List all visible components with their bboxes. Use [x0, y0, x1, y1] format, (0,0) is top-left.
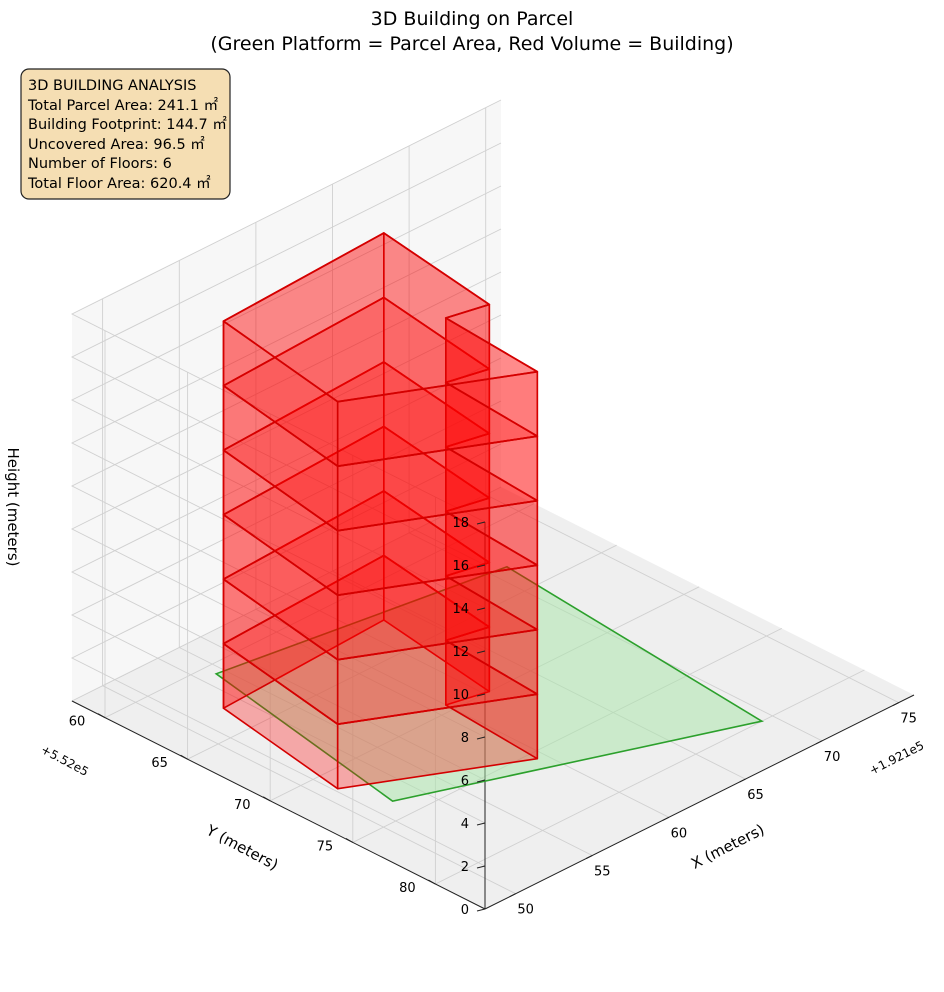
- info-building-footprint: Building Footprint: 144.7 ㎡: [28, 116, 227, 133]
- z-axis-label: Height (meters): [4, 448, 22, 567]
- z-tick-mark: [476, 564, 486, 568]
- z-tick-mark: [476, 822, 486, 826]
- y-tick-mark: [428, 879, 436, 885]
- chart-title: 3D Building on Parcel: [371, 8, 574, 30]
- z-tick-label: 0: [461, 903, 469, 918]
- building-floor: [222, 296, 539, 532]
- building-floor: [222, 490, 539, 726]
- y-tick-mark: [97, 713, 106, 719]
- building-volume: [222, 232, 539, 790]
- y-axis-line: [71, 700, 486, 910]
- y-tick-label: 70: [234, 798, 251, 813]
- z-tick-label: 16: [452, 559, 469, 574]
- x-tick-label: 70: [824, 750, 841, 765]
- info-box-heading: 3D BUILDING ANALYSIS: [28, 78, 196, 94]
- x-tick-mark: [586, 855, 593, 859]
- z-grid-line: [70, 142, 502, 566]
- z-tick-mark: [476, 650, 486, 654]
- x-tick-mark: [739, 778, 746, 783]
- z-tick-mark: [476, 736, 486, 740]
- z-tick-label: 12: [452, 645, 469, 660]
- x-axis-label: X (meters): [688, 820, 767, 872]
- info-parcel-area: Total Parcel Area: 241.1 ㎡: [27, 97, 219, 114]
- info-number-of-floors: Number of Floors: 6: [28, 156, 172, 172]
- building-floor: [222, 554, 539, 790]
- x-tick-mark: [892, 702, 899, 707]
- z-tick-label: 14: [452, 602, 469, 617]
- z-tick-mark: [476, 693, 486, 697]
- y-tick-label: 60: [69, 715, 86, 730]
- z-grid-line: [70, 228, 502, 652]
- y-axis-offset: +5.52e5: [39, 742, 91, 779]
- z-tick-mark: [476, 908, 486, 912]
- z-grid-line: [70, 185, 502, 609]
- chart-subtitle: (Green Platform = Parcel Area, Red Volum…: [210, 33, 733, 55]
- info-box: 3D BUILDING ANALYSIS Total Parcel Area: …: [20, 68, 231, 200]
- x-tick-mark: [815, 740, 823, 745]
- z-tick-label: 6: [461, 774, 469, 789]
- z-tick-label: 2: [461, 860, 469, 875]
- x-axis-line: [484, 694, 915, 910]
- info-box-background: [20, 68, 231, 200]
- z-tick-mark: [476, 779, 486, 783]
- x-tick-label: 55: [594, 865, 611, 880]
- building-floor-slab: [222, 232, 539, 403]
- y-tick-label: 80: [399, 881, 416, 896]
- tick-labels: 50 55 60 65 70 75 60 65 70 75 80 0 2 4 6 8 10 12 14 16 18: [69, 516, 917, 918]
- x-tick-mark: [662, 816, 670, 821]
- y-axis-label: Y (meters): [203, 821, 282, 874]
- info-uncovered-area: Uncovered Area: 96.5 ㎡: [28, 136, 205, 153]
- z-tick-label: 4: [461, 817, 469, 832]
- x-tick-mark: [509, 893, 516, 898]
- y-tick-mark: [180, 754, 188, 760]
- z-grid-line: [70, 271, 502, 695]
- z-grid-line: [70, 443, 502, 867]
- z-tick-label: 8: [461, 731, 469, 746]
- z-tick-label: 18: [452, 516, 469, 531]
- z-grid-line: [70, 99, 502, 523]
- y-tick-mark: [262, 796, 271, 802]
- z-tick-mark: [476, 607, 486, 611]
- x-tick-label: 50: [517, 903, 534, 918]
- z-tick-mark: [476, 865, 486, 869]
- z-tick-label: 10: [452, 688, 469, 703]
- y-tick-label: 75: [317, 839, 334, 854]
- y-tick-mark: [345, 838, 354, 843]
- info-total-floor-area: Total Floor Area: 620.4 ㎡: [27, 175, 211, 192]
- x-tick-label: 65: [747, 788, 764, 803]
- x-axis-offset: +1.921e5: [867, 738, 926, 777]
- x-tick-label: 75: [900, 712, 917, 727]
- z-tick-mark: [476, 521, 486, 525]
- x-tick-label: 60: [671, 826, 688, 841]
- building-floor: [222, 232, 539, 468]
- y-tick-label: 65: [151, 756, 168, 771]
